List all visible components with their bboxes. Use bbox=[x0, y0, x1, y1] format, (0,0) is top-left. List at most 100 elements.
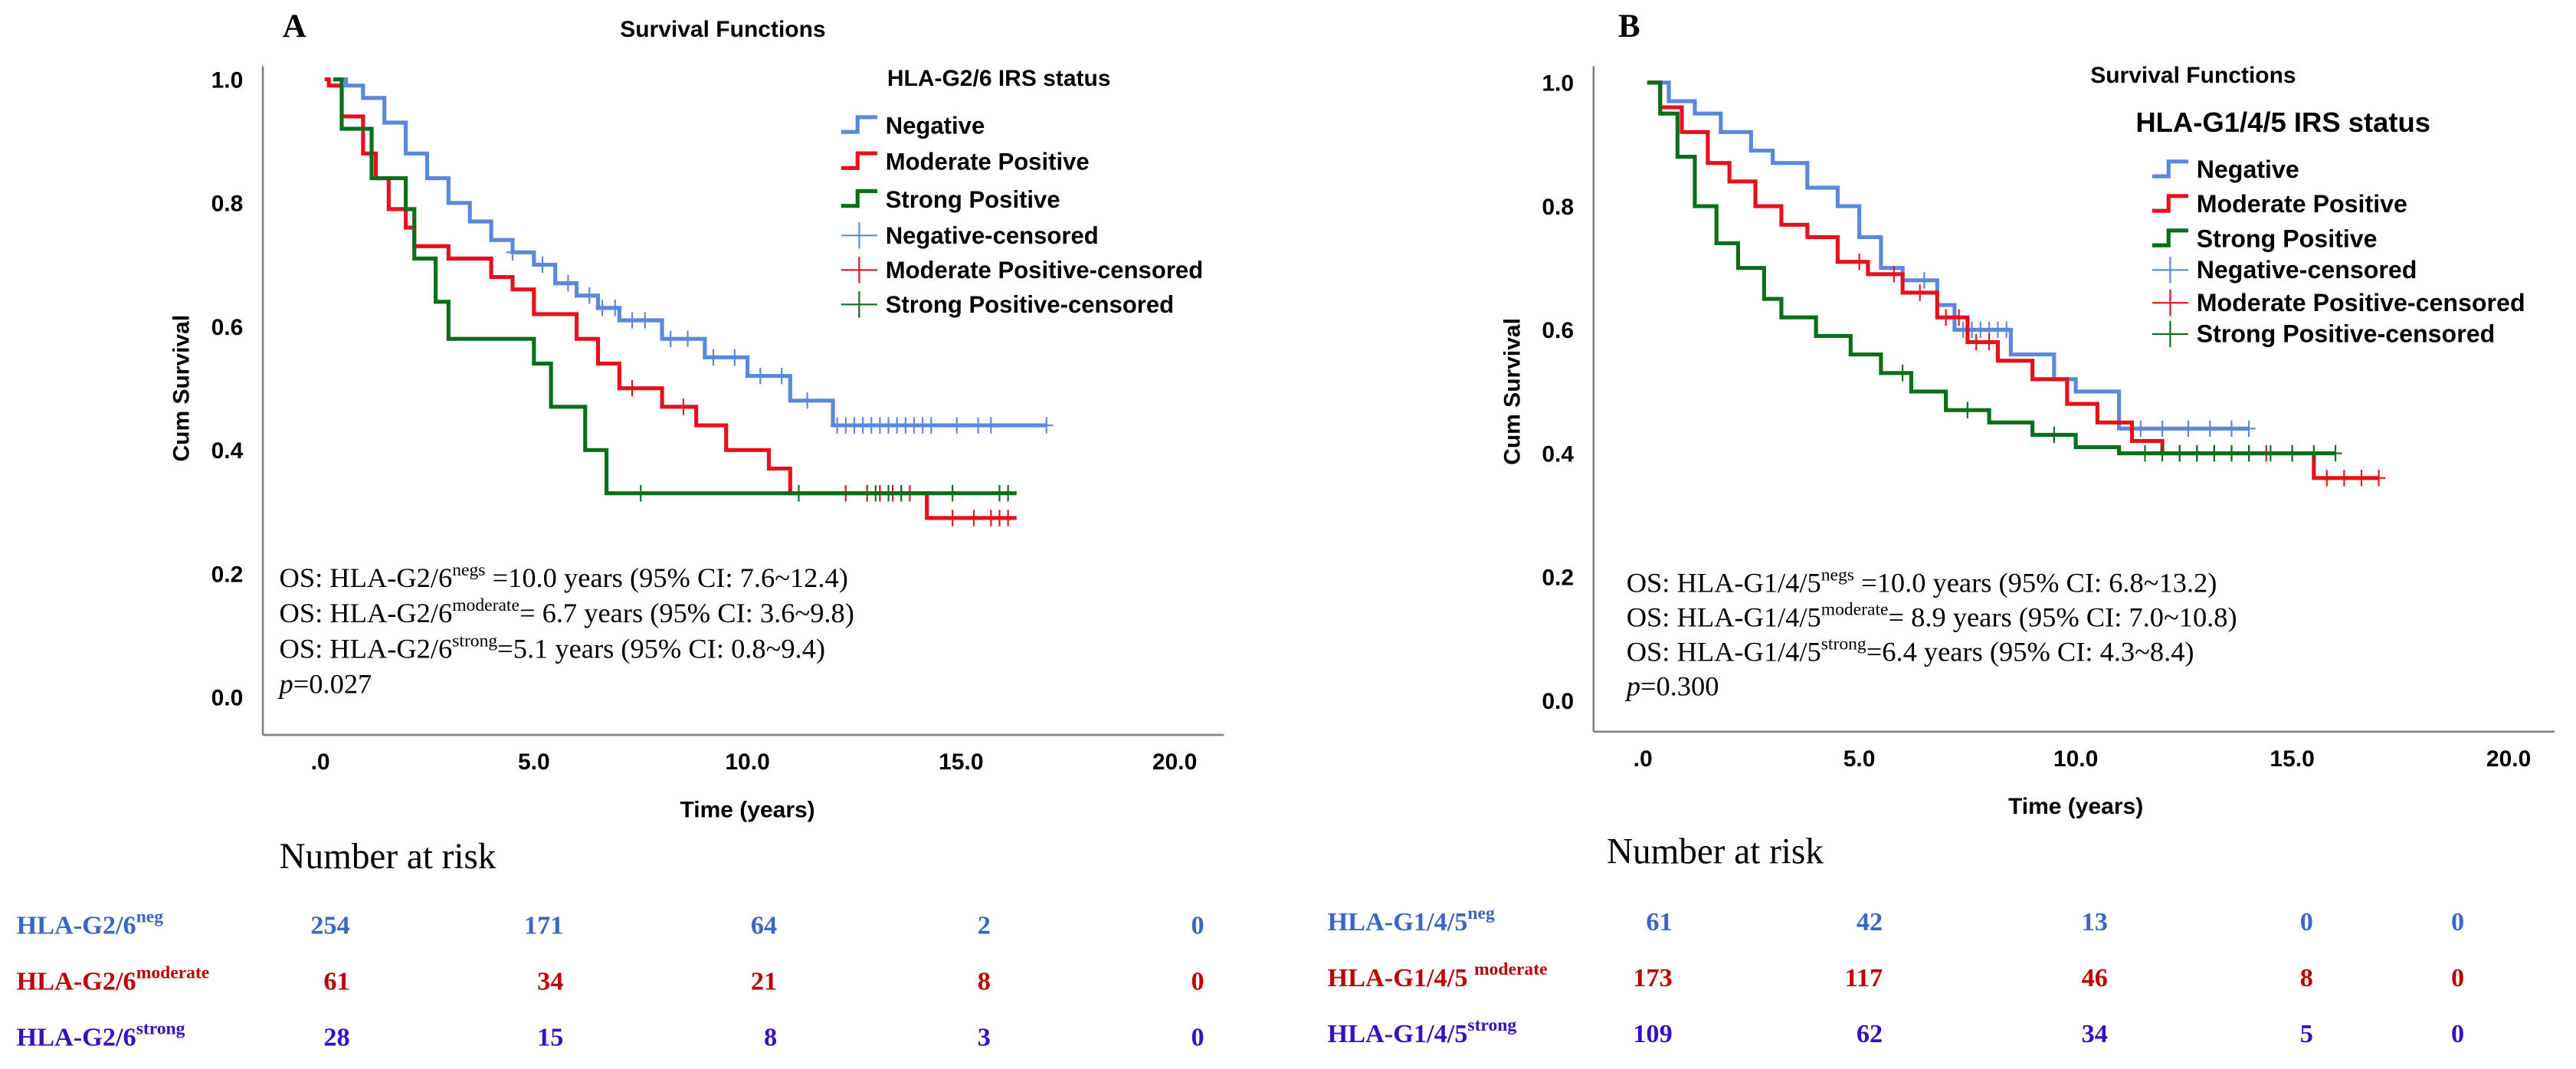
p-label: p bbox=[277, 668, 293, 699]
censor-mark-negative bbox=[775, 367, 788, 385]
os-prefix: OS: HLA-G1/4/5 bbox=[1627, 637, 1821, 667]
risk-row-label: HLA-G1/4/5strong bbox=[1327, 1015, 1516, 1048]
os-annotation: OS: HLA-G1/4/5strong=6.4 years (95% CI: … bbox=[1627, 635, 2194, 667]
risk-count: 0 bbox=[2300, 907, 2313, 936]
legend-item: Strong Positive bbox=[886, 186, 1060, 213]
km-curve-strong bbox=[333, 77, 1017, 496]
legend-line-icon bbox=[2152, 194, 2188, 213]
risk-row-label: HLA-G2/6moderate bbox=[16, 962, 209, 995]
os-annotation: OS: HLA-G1/4/5moderate= 8.9 years (95% C… bbox=[1627, 600, 2237, 633]
os-annotation: OS: HLA-G2/6moderate= 6.7 years (95% CI:… bbox=[280, 595, 854, 628]
risk-group-superscript: neg bbox=[1467, 903, 1495, 923]
os-superscript: moderate bbox=[1821, 600, 1889, 620]
y-axis-label: Cum Survival bbox=[1499, 318, 1525, 465]
censor-mark-negative bbox=[2203, 420, 2217, 438]
km-curve-negative bbox=[333, 77, 1047, 428]
os-superscript: negs bbox=[452, 560, 485, 580]
x-tick-label: 10.0 bbox=[2053, 746, 2098, 772]
censor-mark-strong bbox=[869, 485, 883, 502]
legend-item: Strong Positive-censored bbox=[886, 291, 1174, 318]
censor-mark-negative bbox=[2000, 321, 2014, 339]
risk-count: 15 bbox=[537, 1022, 563, 1051]
censor-mark-negative bbox=[984, 417, 998, 434]
censor-mark-negative bbox=[1917, 272, 1931, 289]
os-value: = 6.7 years (95% CI: 3.6~9.8) bbox=[519, 598, 854, 628]
y-tick-label: 0.2 bbox=[211, 562, 244, 587]
y-tick-label: 1.0 bbox=[1542, 71, 1574, 97]
risk-count: 0 bbox=[2451, 963, 2464, 992]
censor-mark-negative bbox=[728, 349, 742, 366]
legend-item: Negative-censored bbox=[2197, 256, 2417, 284]
legend-censor-icon bbox=[841, 222, 877, 249]
legend-censor-icon bbox=[841, 257, 877, 284]
censor-mark-moderate bbox=[1887, 266, 1901, 283]
risk-group-name: HLA-G1/4/5 bbox=[1327, 963, 1473, 992]
risk-count: 5 bbox=[2300, 1019, 2313, 1048]
p-label: p bbox=[1624, 671, 1640, 702]
os-annotation: OS: HLA-G2/6strong=5.1 years (95% CI: 0.… bbox=[280, 631, 826, 664]
risk-count: 28 bbox=[323, 1022, 349, 1051]
risk-count: 2 bbox=[978, 911, 991, 940]
censor-mark-negative bbox=[753, 367, 767, 385]
censor-mark-moderate bbox=[1952, 309, 1966, 326]
risk-group-superscript: strong bbox=[136, 1018, 185, 1038]
y-tick-label: 0.6 bbox=[211, 315, 244, 340]
risk-count: 0 bbox=[2451, 907, 2464, 936]
x-tick-label: .0 bbox=[311, 749, 330, 775]
legend-censor-icon bbox=[841, 291, 877, 318]
os-value: = 8.9 years (95% CI: 7.0~10.8) bbox=[1888, 602, 2237, 633]
legend-line-icon bbox=[841, 151, 877, 170]
legend-censor-icon bbox=[2152, 257, 2188, 284]
legend-item: Moderate Positive-censored bbox=[2197, 289, 2525, 316]
os-prefix: OS: HLA-G2/6 bbox=[280, 633, 453, 664]
censor-mark-negative bbox=[2224, 420, 2239, 438]
p-number: =0.027 bbox=[293, 668, 372, 699]
censor-mark-negative bbox=[950, 417, 964, 434]
chart-title: Survival Functions bbox=[620, 17, 825, 42]
censor-mark-strong bbox=[881, 485, 896, 502]
y-tick-label: 0.2 bbox=[1542, 566, 1574, 591]
legend-item: Strong Positive bbox=[2197, 225, 2378, 252]
risk-group-superscript: moderate bbox=[136, 962, 210, 982]
censor-mark-moderate bbox=[946, 510, 959, 526]
os-superscript: strong bbox=[452, 631, 497, 651]
censor-mark-negative bbox=[582, 287, 596, 304]
legend-item: Strong Positive-censored bbox=[2197, 320, 2496, 348]
legend-item: Moderate Positive bbox=[886, 149, 1090, 175]
risk-count: 62 bbox=[1857, 1019, 1883, 1048]
p-value: p=0.300 bbox=[1624, 671, 1719, 702]
censor-mark-moderate bbox=[1969, 333, 1983, 351]
risk-count: 42 bbox=[1857, 907, 1883, 936]
risk-row-label: HLA-G1/4/5 moderate bbox=[1327, 959, 1547, 992]
risk-count: 13 bbox=[2082, 907, 2108, 936]
x-axis-label: Time (years) bbox=[680, 797, 814, 822]
legend-title: HLA-G2/6 IRS status bbox=[887, 66, 1111, 91]
x-tick-label: 5.0 bbox=[518, 749, 550, 775]
risk-count: 64 bbox=[751, 911, 777, 940]
risk-table-title: Number at risk bbox=[280, 837, 497, 877]
risk-row-label: HLA-G1/4/5neg bbox=[1327, 903, 1495, 936]
risk-group-name: HLA-G2/6 bbox=[16, 966, 136, 995]
censor-mark-negative bbox=[2181, 420, 2195, 438]
censor-mark-strong bbox=[2173, 444, 2187, 462]
y-axis-label: Cum Survival bbox=[169, 315, 195, 462]
censor-mark-moderate bbox=[1853, 253, 1866, 271]
risk-row-label: HLA-G2/6neg bbox=[16, 907, 163, 940]
risk-count: 117 bbox=[1845, 963, 1883, 992]
x-tick-label: .0 bbox=[1634, 746, 1653, 772]
risk-count: 34 bbox=[2082, 1019, 2108, 1048]
risk-group-superscript: neg bbox=[136, 907, 164, 927]
legend-item: Moderate Positive bbox=[2197, 190, 2407, 218]
risk-count: 8 bbox=[2300, 963, 2313, 992]
censor-mark-negative bbox=[2134, 420, 2148, 438]
censor-mark-negative bbox=[638, 312, 652, 329]
os-value: =6.4 years (95% CI: 4.3~8.4) bbox=[1866, 637, 2194, 667]
risk-count: 0 bbox=[2451, 1019, 2464, 1048]
censor-mark-negative bbox=[625, 312, 639, 329]
p-number: =0.300 bbox=[1640, 671, 1719, 702]
censor-mark-moderate bbox=[2320, 470, 2334, 487]
os-annotation: OS: HLA-G2/6negs =10.0 years (95% CI: 7.… bbox=[280, 560, 848, 593]
panel-label: A bbox=[283, 8, 306, 44]
os-value: =10.0 years (95% CI: 6.8~13.2) bbox=[1854, 568, 2217, 598]
os-value: =5.1 years (95% CI: 0.8~9.4) bbox=[497, 633, 825, 664]
